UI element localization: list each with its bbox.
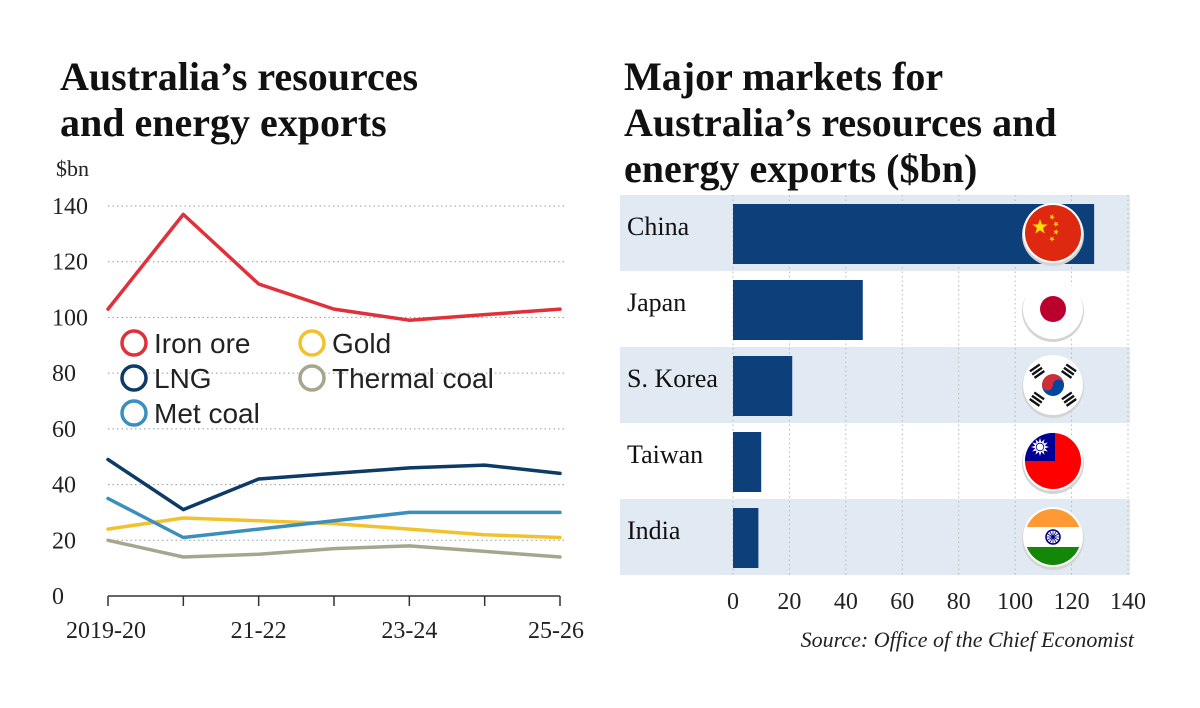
legend-item-gold: Gold	[298, 328, 391, 359]
right-chart-title: Major markets for Australia’s resources …	[624, 54, 1184, 192]
bar-x-tick-label: 40	[834, 589, 858, 615]
legend-marker-met-coal	[120, 399, 148, 427]
y-tick-label: 120	[52, 250, 88, 276]
bar-taiwan	[733, 432, 762, 492]
series-line-gold	[106, 516, 562, 540]
bar-india	[733, 508, 759, 568]
legend-item-thermal-coal: Thermal coal	[298, 363, 494, 394]
y-tick-label: 0	[52, 584, 64, 610]
bar-x-tick-label: 60	[890, 589, 914, 615]
category-label-china: China	[627, 212, 690, 241]
taiwan-flag-icon	[1022, 431, 1084, 494]
flag-face	[1025, 509, 1081, 565]
legend-label-lng: LNG	[154, 363, 212, 394]
bar-x-tick-label: 80	[947, 589, 971, 615]
japan-flag-icon	[1022, 279, 1084, 342]
legend-item-met-coal: Met coal	[120, 398, 260, 429]
legend-item-lng: LNG	[120, 363, 212, 394]
series-line-thermal-coal	[106, 538, 562, 559]
x-tick-label: 21-22	[231, 618, 287, 644]
x-tick-label: 23-24	[381, 618, 437, 644]
line-chart: $bn 0 20 40 60 80 100 120 140 2019-20 21-22 23-24 25…	[52, 156, 584, 644]
y-tick-label: 100	[52, 305, 88, 331]
legend-marker-lng	[120, 364, 148, 392]
flag-face	[1025, 205, 1081, 261]
flag-face	[1025, 281, 1081, 337]
legend-label-thermal-coal: Thermal coal	[332, 363, 494, 394]
india-flag-icon	[1022, 507, 1084, 570]
bar-chart: China Japan S. Korea Taiwan India 0 20 40 60 80 10…	[620, 195, 1146, 652]
y-axis-unit-label: $bn	[56, 156, 89, 181]
left-chart-title: Australia’s resources and energy exports	[60, 54, 580, 146]
source-note: Source: Office of the Chief Economist	[801, 627, 1135, 652]
bar-japan	[733, 280, 863, 340]
south-korea-flag-icon	[1022, 355, 1084, 418]
bar-x-tick-label: 20	[777, 589, 801, 615]
legend-label-iron-ore: Iron ore	[154, 328, 251, 359]
category-label-s-korea: S. Korea	[627, 364, 718, 393]
series-line-iron-ore	[106, 212, 562, 322]
bar-x-tick-label: 140	[1110, 589, 1146, 615]
legend-marker-thermal-coal	[298, 364, 326, 392]
x-tick-label: 25-26	[528, 618, 584, 644]
right-title-line-2: Australia’s resources and	[624, 100, 1057, 145]
legend-label-gold: Gold	[332, 328, 391, 359]
right-title-line-1: Major markets for	[624, 54, 944, 99]
legend-item-iron-ore: Iron ore	[120, 328, 251, 359]
bar-s-korea	[733, 356, 793, 416]
y-tick-label: 140	[52, 194, 88, 220]
legend-marker-iron-ore	[120, 329, 148, 357]
legend-label-met-coal: Met coal	[154, 398, 260, 429]
right-title-line-3: energy exports ($bn)	[624, 146, 978, 191]
left-title-line-2: and energy exports	[60, 100, 387, 145]
legend-marker-gold	[298, 329, 326, 357]
category-label-india: India	[627, 516, 681, 545]
bar-x-tick-label: 0	[727, 589, 739, 615]
y-tick-label: 20	[52, 528, 76, 554]
left-title-line-1: Australia’s resources	[60, 54, 419, 99]
y-tick-label: 40	[52, 473, 76, 499]
bar-x-tick-label: 100	[997, 589, 1033, 615]
series-line-met-coal	[106, 496, 562, 540]
series-line-lng	[106, 457, 562, 512]
flag-face	[1025, 357, 1081, 413]
category-label-taiwan: Taiwan	[627, 440, 703, 469]
bar-x-tick-label: 120	[1054, 589, 1090, 615]
category-label-japan: Japan	[627, 288, 686, 317]
y-tick-label: 80	[52, 361, 76, 387]
china-flag-icon	[1022, 203, 1084, 266]
x-tick-label: 2019-20	[66, 618, 146, 644]
y-tick-label: 60	[52, 417, 76, 443]
